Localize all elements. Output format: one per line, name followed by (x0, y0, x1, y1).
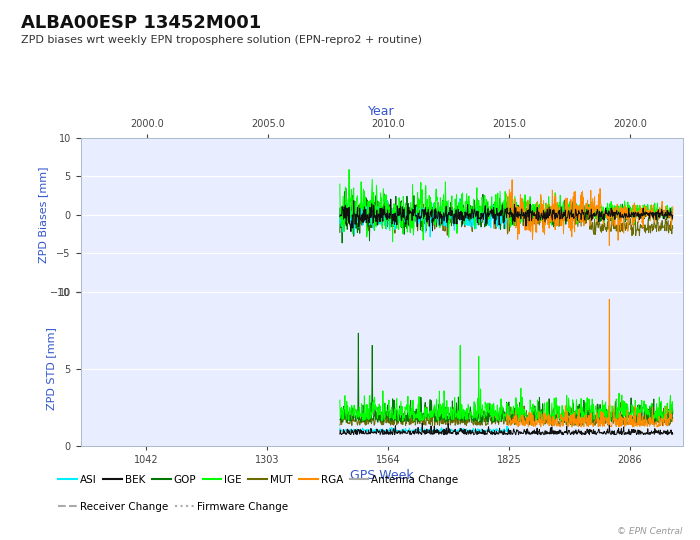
Text: ALBA00ESP 13452M001: ALBA00ESP 13452M001 (21, 14, 261, 31)
Y-axis label: ZPD Biases [mm]: ZPD Biases [mm] (38, 166, 48, 263)
Y-axis label: ZPD STD [mm]: ZPD STD [mm] (46, 327, 56, 410)
Legend: ASI, BEK, GOP, IGE, MUT, RGA, Antenna Change: ASI, BEK, GOP, IGE, MUT, RGA, Antenna Ch… (54, 470, 463, 489)
X-axis label: GPS Week: GPS Week (350, 469, 413, 482)
Text: ZPD biases wrt weekly EPN troposphere solution (EPN-repro2 + routine): ZPD biases wrt weekly EPN troposphere so… (21, 35, 422, 45)
Legend: Receiver Change, Firmware Change: Receiver Change, Firmware Change (54, 497, 292, 516)
X-axis label: Year: Year (368, 105, 395, 118)
Text: © EPN Central: © EPN Central (617, 526, 682, 536)
